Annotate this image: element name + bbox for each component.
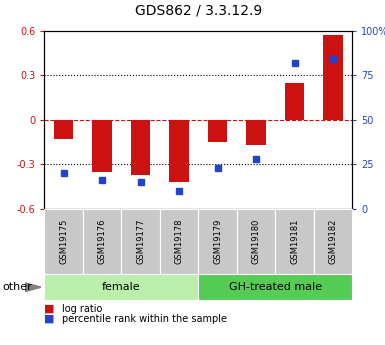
Bar (246, 120, 266, 145)
Text: female: female (102, 282, 141, 292)
Bar (131, 120, 150, 175)
Bar (169, 120, 189, 182)
Text: GSM19177: GSM19177 (136, 219, 145, 264)
Text: GSM19180: GSM19180 (251, 219, 261, 264)
Bar (285, 83, 304, 120)
Text: GSM19181: GSM19181 (290, 219, 299, 264)
Text: GSM19175: GSM19175 (59, 219, 68, 264)
Text: GH-treated male: GH-treated male (229, 282, 322, 292)
Text: GDS862 / 3.3.12.9: GDS862 / 3.3.12.9 (135, 3, 262, 17)
Text: ■: ■ (44, 314, 55, 324)
Bar (323, 36, 343, 120)
Bar (92, 120, 112, 172)
Text: ■: ■ (44, 304, 55, 314)
Bar (54, 120, 73, 139)
Text: log ratio: log ratio (62, 304, 102, 314)
Text: GSM19176: GSM19176 (97, 219, 107, 264)
Text: percentile rank within the sample: percentile rank within the sample (62, 314, 227, 324)
Bar (208, 120, 227, 142)
Text: GSM19182: GSM19182 (328, 219, 338, 264)
Text: GSM19179: GSM19179 (213, 219, 222, 264)
Text: other: other (2, 282, 32, 292)
Text: GSM19178: GSM19178 (174, 219, 184, 264)
Polygon shape (25, 283, 41, 292)
